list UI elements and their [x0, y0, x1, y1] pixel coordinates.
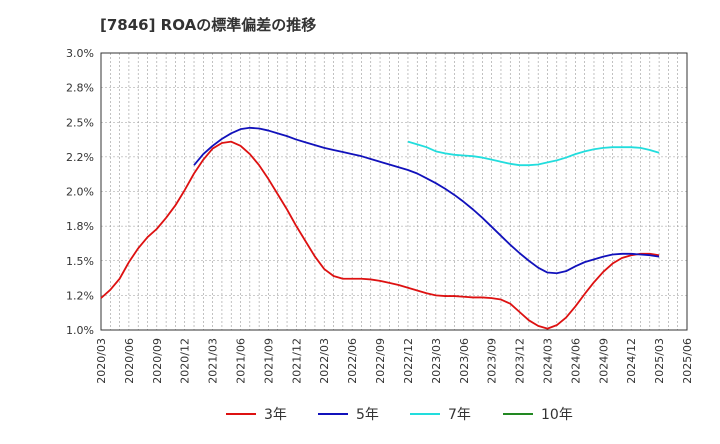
x-tick-label: 2023/03 [430, 338, 443, 384]
x-tick-label: 2020/03 [95, 338, 108, 384]
x-tick-label: 2021/03 [207, 338, 220, 384]
y-tick-label: 1.8% [66, 220, 94, 233]
x-tick-label: 2022/12 [402, 338, 415, 384]
series-line-2 [193, 126, 660, 275]
x-tick-label: 2024/06 [569, 338, 582, 384]
series-lines [100, 126, 660, 330]
legend-label-4: 10年 [541, 407, 573, 423]
x-tick-label: 2024/09 [597, 338, 610, 384]
x-tick-label: 2025/06 [681, 338, 694, 384]
x-tick-label: 2020/09 [151, 338, 164, 384]
x-tick-label: 2023/09 [486, 338, 499, 384]
legend-label-1: 3年 [264, 407, 287, 423]
y-tick-label: 2.2% [66, 151, 94, 164]
x-tick-label: 2021/06 [235, 338, 248, 384]
legend-label-2: 5年 [356, 407, 379, 423]
series-line-3 [407, 140, 660, 167]
axes: 1.0% 1.2% 1.5% 1.8% 2.0% 2.2% 2.5% 2.8% 3.0% 2020… [66, 47, 694, 384]
y-tick-label: 2.0% [66, 186, 94, 199]
x-tick-label: 2021/12 [290, 338, 303, 384]
x-tick-label: 2022/06 [346, 338, 359, 384]
x-tick-label: 2024/12 [625, 338, 638, 384]
y-tick-label: 2.8% [66, 82, 94, 95]
x-tick-label: 2020/12 [179, 338, 192, 384]
x-tick-label: 2022/09 [374, 338, 387, 384]
x-tick-label: 2024/03 [541, 338, 554, 384]
legend-label-3: 7年 [448, 407, 471, 423]
x-tick-label: 2020/06 [123, 338, 136, 384]
y-tick-label: 1.5% [66, 255, 94, 268]
y-tick-label: 3.0% [66, 47, 94, 60]
x-tick-label: 2022/03 [318, 338, 331, 384]
x-tick-label: 2023/12 [514, 338, 527, 384]
y-tick-label: 1.0% [66, 324, 94, 337]
x-tick-label: 2021/09 [262, 338, 275, 384]
chart-title: [7846] ROAの標準偏差の推移 [100, 16, 316, 34]
y-tick-label: 1.2% [66, 289, 94, 302]
y-tick-label: 2.5% [66, 116, 94, 129]
plot-frame [100, 52, 688, 331]
legend: 3年 5年 7年 10年 [226, 407, 573, 423]
series-line-1 [100, 140, 660, 330]
grid [100, 52, 688, 331]
x-tick-label: 2023/06 [458, 338, 471, 384]
x-tick-label: 2025/03 [653, 338, 666, 384]
